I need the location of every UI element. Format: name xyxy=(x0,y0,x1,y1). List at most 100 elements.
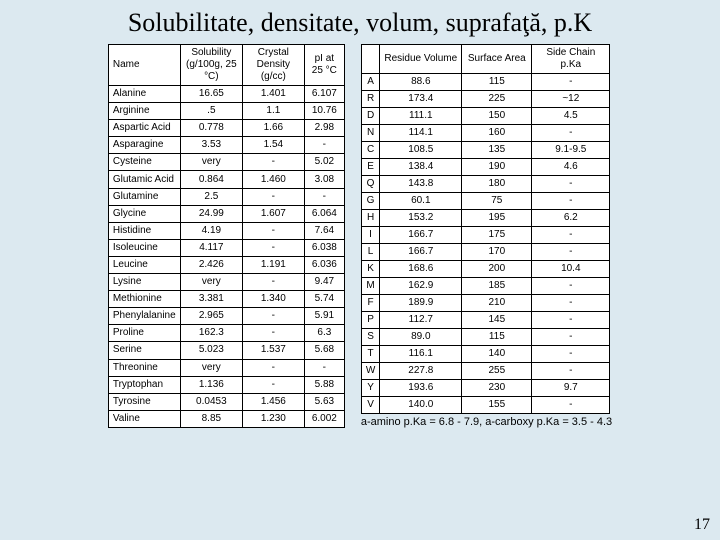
table-cell: W xyxy=(361,363,379,380)
table-cell: 1.401 xyxy=(242,86,304,103)
table-cell: 190 xyxy=(462,159,532,176)
table-cell: Isoleucine xyxy=(108,239,180,256)
table-cell: very xyxy=(180,274,242,291)
table-cell: 1.456 xyxy=(242,393,304,410)
table-row: H153.21956.2 xyxy=(361,210,609,227)
table-cell: G xyxy=(361,193,379,210)
table-cell: 112.7 xyxy=(380,312,462,329)
table-cell: 1.230 xyxy=(242,410,304,427)
table-cell: - xyxy=(242,188,304,205)
table-cell: - xyxy=(304,137,344,154)
table-cell: Histidine xyxy=(108,222,180,239)
column-header: Name xyxy=(108,45,180,86)
table-cell: 3.381 xyxy=(180,291,242,308)
table-row: Aspartic Acid0.7781.662.98 xyxy=(108,120,344,137)
table-cell: 1.607 xyxy=(242,205,304,222)
table-cell: 200 xyxy=(462,261,532,278)
table-cell: M xyxy=(361,278,379,295)
table-cell: very xyxy=(180,359,242,376)
table-cell: 195 xyxy=(462,210,532,227)
table-cell: - xyxy=(532,346,610,363)
table-cell: 140.0 xyxy=(380,397,462,414)
right-block: Residue VolumeSurface AreaSide Chain p.K… xyxy=(361,44,612,428)
table-row: Isoleucine4.117-6.038 xyxy=(108,239,344,256)
table-cell: 6.038 xyxy=(304,239,344,256)
table-cell: 4.5 xyxy=(532,108,610,125)
table-cell: 4.19 xyxy=(180,222,242,239)
table-cell: 114.1 xyxy=(380,125,462,142)
table-cell: - xyxy=(532,278,610,295)
table-cell: 1.1 xyxy=(242,103,304,120)
table-cell: - xyxy=(532,397,610,414)
table-cell: 88.6 xyxy=(380,74,462,91)
table-cell: 185 xyxy=(462,278,532,295)
table-row: Serine5.0231.5375.68 xyxy=(108,342,344,359)
table-row: Phenylalanine2.965-5.91 xyxy=(108,308,344,325)
table-row: Glutamine2.5-- xyxy=(108,188,344,205)
table-cell: 1.54 xyxy=(242,137,304,154)
table-cell: R xyxy=(361,91,379,108)
table-row: S89.0115- xyxy=(361,329,609,346)
table-cell: L xyxy=(361,244,379,261)
table-cell: Tyrosine xyxy=(108,393,180,410)
table-row: N114.1160- xyxy=(361,125,609,142)
table-cell: F xyxy=(361,295,379,312)
page-title: Solubilitate, densitate, volum, suprafaţ… xyxy=(0,0,720,44)
table-cell: 4.117 xyxy=(180,239,242,256)
table-cell: 115 xyxy=(462,329,532,346)
table-cell: T xyxy=(361,346,379,363)
table-cell: Tryptophan xyxy=(108,376,180,393)
table-cell: 10.76 xyxy=(304,103,344,120)
table-cell: 5.88 xyxy=(304,376,344,393)
table-cell: Asparagine xyxy=(108,137,180,154)
column-header: Solubility (g/100g, 25 °C) xyxy=(180,45,242,86)
table-cell: 227.8 xyxy=(380,363,462,380)
table-row: G60.175- xyxy=(361,193,609,210)
table-cell: 1.537 xyxy=(242,342,304,359)
table-cell: 170 xyxy=(462,244,532,261)
table-cell: 138.4 xyxy=(380,159,462,176)
table-cell: 168.6 xyxy=(380,261,462,278)
table-cell: 2.426 xyxy=(180,256,242,273)
table-row: C108.51359.1-9.5 xyxy=(361,142,609,159)
table-cell: - xyxy=(242,239,304,256)
table-cell: 162.9 xyxy=(380,278,462,295)
table-cell: 1.136 xyxy=(180,376,242,393)
table-cell: - xyxy=(242,359,304,376)
table-row: Leucine2.4261.1916.036 xyxy=(108,256,344,273)
table-row: Lysinevery-9.47 xyxy=(108,274,344,291)
column-header: Surface Area xyxy=(462,45,532,74)
table-row: Arginine.51.110.76 xyxy=(108,103,344,120)
table-cell: 180 xyxy=(462,176,532,193)
table-cell: 5.63 xyxy=(304,393,344,410)
table-cell: - xyxy=(242,222,304,239)
table-row: V140.0155- xyxy=(361,397,609,414)
column-header xyxy=(361,45,379,74)
table-cell: - xyxy=(532,312,610,329)
table-cell: E xyxy=(361,159,379,176)
table-row: Methionine3.3811.3405.74 xyxy=(108,291,344,308)
table-row: W227.8255- xyxy=(361,363,609,380)
table-cell: 7.64 xyxy=(304,222,344,239)
table-cell: 9.1-9.5 xyxy=(532,142,610,159)
table-cell: 2.5 xyxy=(180,188,242,205)
table-cell: 2.965 xyxy=(180,308,242,325)
table-cell: 24.99 xyxy=(180,205,242,222)
column-header: pI at 25 °C xyxy=(304,45,344,86)
table-cell: 9.47 xyxy=(304,274,344,291)
table-cell: Glutamic Acid xyxy=(108,171,180,188)
table-cell: very xyxy=(180,154,242,171)
table-cell: 143.8 xyxy=(380,176,462,193)
table-cell: Serine xyxy=(108,342,180,359)
table-row: E138.41904.6 xyxy=(361,159,609,176)
table-cell: 162.3 xyxy=(180,325,242,342)
table-cell: Methionine xyxy=(108,291,180,308)
table-cell: 140 xyxy=(462,346,532,363)
table-cell: 255 xyxy=(462,363,532,380)
table-row: Glycine24.991.6076.064 xyxy=(108,205,344,222)
table-cell: Phenylalanine xyxy=(108,308,180,325)
table-cell: 3.53 xyxy=(180,137,242,154)
table-cell: Lysine xyxy=(108,274,180,291)
table-cell: 4.6 xyxy=(532,159,610,176)
table-row: Threoninevery-- xyxy=(108,359,344,376)
